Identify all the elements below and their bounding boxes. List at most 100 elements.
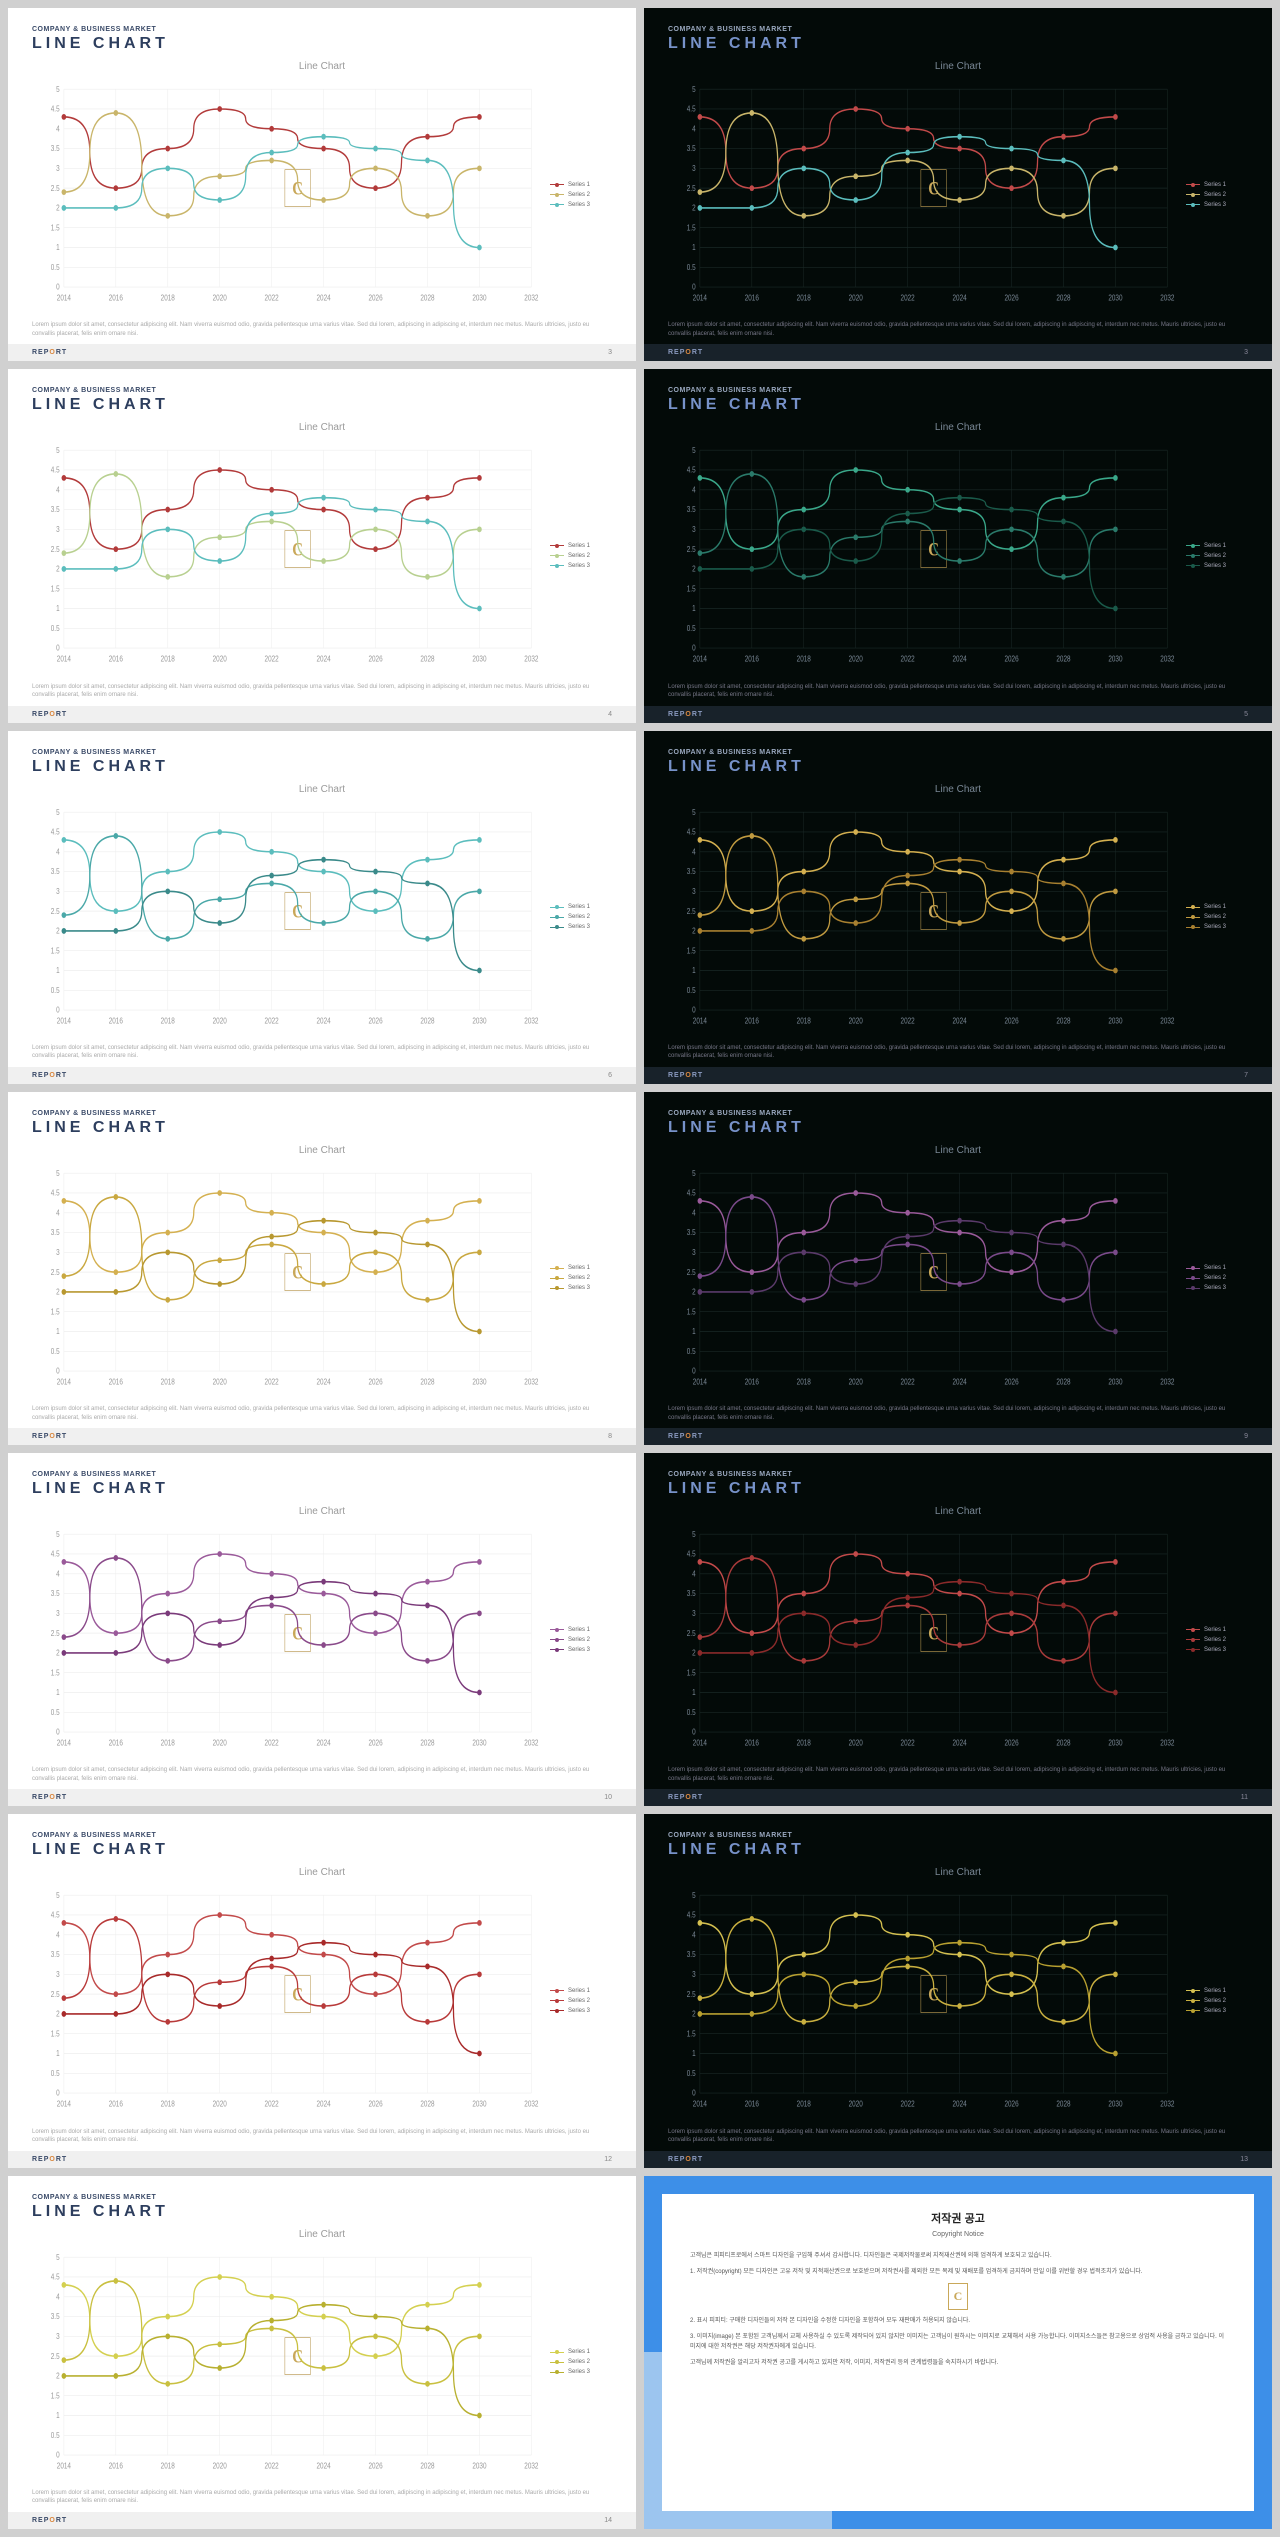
page-title: LINE CHART [32,1841,612,1859]
svg-text:2.5: 2.5 [687,184,696,193]
chart-title: Line Chart [668,1506,1248,1517]
svg-text:1.5: 1.5 [51,2030,60,2039]
legend-item: Series 2 [550,1275,612,1281]
svg-text:2030: 2030 [472,294,486,303]
series-3-marker [113,1289,118,1295]
svg-text:0.5: 0.5 [687,986,696,995]
svg-text:0.5: 0.5 [687,625,696,634]
series-1-marker [1061,1940,1066,1946]
series-3-marker [321,495,326,501]
caption: Lorem ipsum dolor sit amet, consectetur … [668,321,1248,338]
series-1-marker [698,1559,703,1565]
series-3-marker [905,1233,910,1239]
legend-item: Series 3 [550,1647,612,1653]
svg-text:2: 2 [692,204,696,213]
legend-label: Series 3 [1204,563,1226,569]
series-2-marker [113,833,118,839]
legend-label: Series 1 [568,904,590,910]
series-3-marker [749,928,754,934]
legend-item: Series 3 [1186,1647,1248,1653]
series-1-marker [113,1991,118,1997]
series-2-marker [321,2003,326,2009]
line-chart: 00.511.522.533.544.552014201620182020202… [668,799,1178,1036]
svg-text:2024: 2024 [953,2100,967,2109]
legend-marker-icon [550,1649,564,1650]
series-1-marker [165,507,170,513]
svg-text:0: 0 [56,644,60,653]
slide: COMPANY & BUSINESS MARKET LINE CHART Lin… [644,731,1272,1084]
series-1-marker [62,2281,67,2287]
footer-label: REPORT [32,2517,67,2524]
series-2-marker [1009,1249,1014,1255]
footer: REPORT 5 [644,706,1272,723]
page-title: LINE CHART [668,758,1248,776]
legend: Series 1 Series 2 Series 3 [542,1160,612,1397]
legend-label: Series 2 [1204,553,1226,559]
svg-text:2014: 2014 [693,294,707,303]
legend-marker-icon [550,2362,564,2363]
chart-wrap: 00.511.522.533.544.552014201620182020202… [668,76,1248,313]
series-3-marker [321,1579,326,1585]
series-3-marker [62,1650,67,1656]
svg-text:0: 0 [56,283,60,292]
series-3-marker [749,1650,754,1656]
legend-marker-icon [1186,204,1200,205]
svg-text:0: 0 [692,1728,696,1737]
legend: Series 1 Series 2 Series 3 [1178,1160,1248,1397]
svg-text:2030: 2030 [1108,1016,1122,1025]
svg-text:2026: 2026 [368,1739,382,1748]
series-2-marker [425,574,430,580]
svg-text:4: 4 [56,2292,60,2301]
legend-label: Series 1 [568,543,590,549]
line-chart: 00.511.522.533.544.552014201620182020202… [668,1882,1178,2119]
svg-text:2022: 2022 [265,294,279,303]
series-3-marker [698,566,703,572]
series-3-marker [1061,1964,1066,1970]
svg-text:4.5: 4.5 [51,1911,60,1920]
eyebrow: COMPANY & BUSINESS MARKET [668,387,1248,394]
svg-text:2032: 2032 [524,1016,538,1025]
series-3-marker [373,1952,378,1958]
page-number: 12 [604,2156,612,2163]
caption: Lorem ipsum dolor sit amet, consectetur … [668,1044,1248,1061]
svg-text:4.5: 4.5 [51,1189,60,1198]
footer-label: REPORT [668,711,703,718]
series-1-marker [853,829,858,835]
svg-text:0: 0 [56,1367,60,1376]
legend-marker-icon [1186,1268,1200,1269]
series-3-marker [853,1281,858,1287]
series-1-marker [269,1571,274,1577]
legend-label: Series 2 [568,192,590,198]
series-1-marker [269,1932,274,1938]
series-2-marker [1113,888,1118,894]
series-2-marker [749,1916,754,1922]
legend-marker-icon [1186,1278,1200,1279]
chart-title: Line Chart [32,784,612,795]
series-3-marker [62,1289,67,1295]
series-1-marker [957,1229,962,1235]
series-2-marker [905,519,910,525]
svg-text:2024: 2024 [317,1377,331,1386]
legend-label: Series 1 [1204,182,1226,188]
legend-item: Series 3 [1186,202,1248,208]
footer-label: REPORT [32,2156,67,2163]
series-3-marker [905,1956,910,1962]
series-3-marker [957,134,962,140]
series-2-marker [905,1964,910,1970]
svg-text:2032: 2032 [524,1377,538,1386]
svg-text:1: 1 [56,1327,60,1336]
series-1-marker [801,1952,806,1958]
legend-marker-icon [1186,2010,1200,2011]
series-1-marker [749,1991,754,1997]
series-1-marker [425,1940,430,1946]
caption: Lorem ipsum dolor sit amet, consectetur … [32,2489,612,2506]
svg-text:4.5: 4.5 [51,105,60,114]
svg-text:2032: 2032 [1160,1377,1174,1386]
series-1-marker [905,1932,910,1938]
svg-text:3: 3 [56,1609,60,1618]
series-1-marker [1113,836,1118,842]
svg-text:2014: 2014 [693,2100,707,2109]
footer: REPORT 10 [8,1789,636,1806]
svg-text:2: 2 [56,565,60,574]
svg-text:2018: 2018 [797,1016,811,1025]
